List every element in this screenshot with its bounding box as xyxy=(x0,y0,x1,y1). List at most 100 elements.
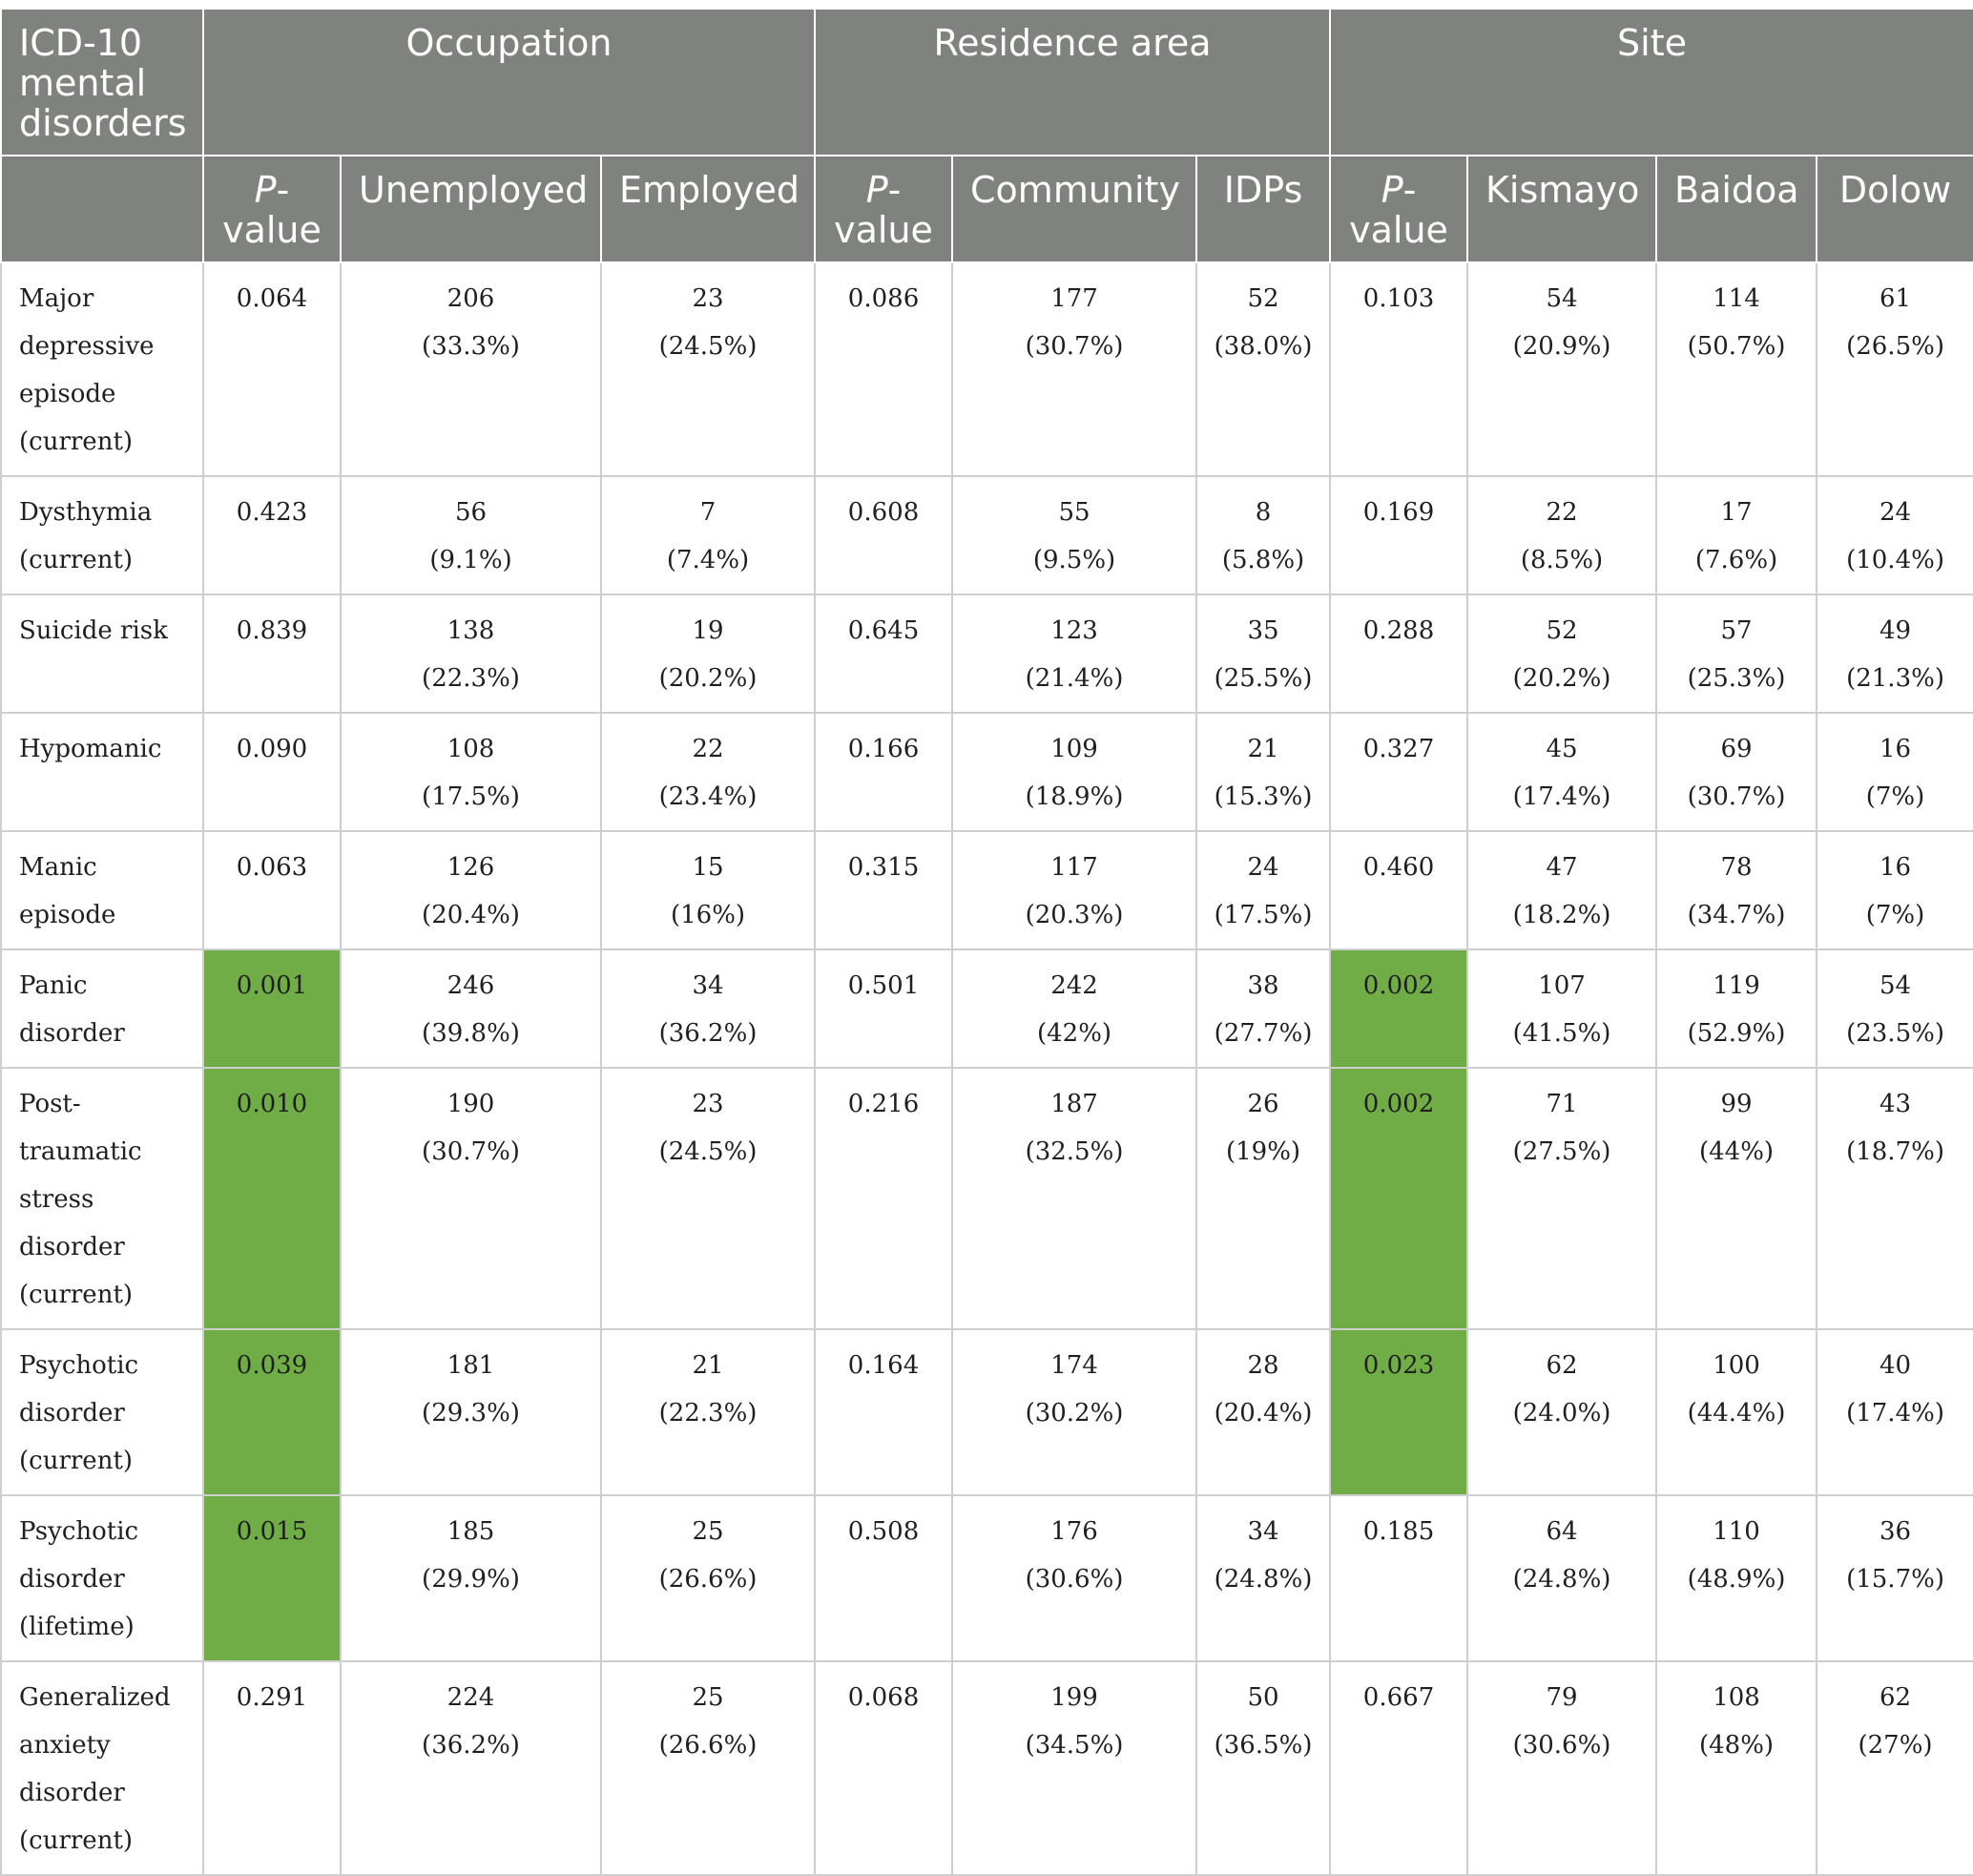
pvalue-text: 0.185 xyxy=(1362,1517,1435,1546)
percent-value: (24.8%) xyxy=(1512,1565,1611,1594)
percent-value: (21.3%) xyxy=(1846,664,1944,693)
dolow-header: Dolow xyxy=(1816,155,1973,263)
baidoa-cell: 100 (44.4%) xyxy=(1655,1328,1818,1496)
percent-value: (20.4%) xyxy=(1214,1399,1313,1428)
table-row: Manic episode 0.063 126 (20.4%) 15 (16%) 0.315… xyxy=(0,830,1973,950)
community-cell: 199 (34.5%) xyxy=(951,1660,1198,1876)
count-value: 25 xyxy=(692,1683,724,1712)
disorder-label-cell: Post-traumatic stress disorder (current) xyxy=(0,1067,204,1330)
count-value: 49 xyxy=(1879,616,1912,645)
percent-value: (27.7%) xyxy=(1214,1019,1313,1048)
count-value: 22 xyxy=(692,735,724,763)
percent-value: (36.2%) xyxy=(658,1019,758,1048)
count-value: 99 xyxy=(1720,1090,1753,1118)
percent-value: (20.2%) xyxy=(658,664,758,693)
percent-value: (41.5%) xyxy=(1512,1019,1611,1048)
percent-value: (17.4%) xyxy=(1846,1399,1944,1428)
percent-value: (23.4%) xyxy=(658,782,758,811)
site-pvalue-cell: 0.023 xyxy=(1329,1328,1469,1496)
dolow-cell: 36 (15.7%) xyxy=(1816,1494,1973,1662)
residence-pvalue-cell: 0.164 xyxy=(814,1328,954,1496)
idps-cell: 28 (20.4%) xyxy=(1195,1328,1332,1496)
count-value: 15 xyxy=(692,853,724,882)
kismayo-cell: 71 (27.5%) xyxy=(1466,1067,1658,1330)
count-value: 21 xyxy=(1247,735,1279,763)
site-pvalue-cell: 0.002 xyxy=(1329,1067,1469,1330)
baidoa-cell: 110 (48.9%) xyxy=(1655,1494,1818,1662)
count-value: 71 xyxy=(1546,1090,1578,1118)
pvalue-text: 0.090 xyxy=(236,735,308,763)
percent-value: (18.2%) xyxy=(1512,901,1611,929)
percent-value: (24.5%) xyxy=(658,332,758,361)
employed-cell: 19 (20.2%) xyxy=(599,594,817,714)
percent-value: (29.9%) xyxy=(422,1565,520,1594)
count-value: 79 xyxy=(1546,1683,1578,1712)
disorder-label-cell: Hypomanic xyxy=(0,712,204,832)
count-value: 24 xyxy=(1247,853,1279,882)
unemployed-cell: 126 (20.4%) xyxy=(340,830,602,950)
pvalue-word: value xyxy=(222,209,322,251)
idps-cell: 8 (5.8%) xyxy=(1195,475,1332,595)
count-value: 54 xyxy=(1546,284,1578,313)
dolow-cell: 49 (21.3%) xyxy=(1816,594,1973,714)
table-row: Suicide risk 0.839 138 (22.3%) 19 (20.2%) 0.64… xyxy=(0,594,1973,714)
count-value: 34 xyxy=(692,971,724,1000)
count-value: 187 xyxy=(1050,1090,1098,1118)
idps-cell: 38 (27.7%) xyxy=(1195,948,1332,1069)
disorder-label-line: (current) xyxy=(19,1826,134,1855)
percent-value: (20.9%) xyxy=(1512,332,1611,361)
percent-value: (20.3%) xyxy=(1025,901,1124,929)
count-value: 119 xyxy=(1713,971,1760,1000)
community-cell: 123 (21.4%) xyxy=(951,594,1198,714)
count-value: 25 xyxy=(692,1517,724,1546)
first-column-header-line: disorders xyxy=(19,102,187,144)
count-value: 23 xyxy=(692,1090,724,1118)
pvalue-text: 0.645 xyxy=(847,616,920,645)
site-pvalue-cell: 0.460 xyxy=(1329,830,1469,950)
count-value: 23 xyxy=(692,284,724,313)
disorder-label-cell: Panic disorder xyxy=(0,948,204,1069)
occupation-pvalue-cell: 0.090 xyxy=(202,712,342,832)
residence-pvalue-cell: 0.501 xyxy=(814,948,954,1069)
pvalue-text: 0.086 xyxy=(847,284,920,313)
employed-cell: 25 (26.6%) xyxy=(599,1494,817,1662)
unemployed-cell: 206 (33.3%) xyxy=(340,261,602,477)
percent-value: (30.7%) xyxy=(422,1137,520,1166)
disorder-label-line: Post-traumatic xyxy=(19,1090,142,1166)
pvalue-text: 0.010 xyxy=(236,1090,308,1118)
percent-value: (5.8%) xyxy=(1221,546,1305,574)
percent-value: (50.7%) xyxy=(1687,332,1786,361)
occupation-pvalue-cell: 0.001 xyxy=(202,948,342,1069)
site-pvalue-cell: 0.288 xyxy=(1329,594,1469,714)
disorder-label-line: Hypomanic xyxy=(19,735,162,763)
disorder-label-cell: Suicide risk xyxy=(0,594,204,714)
idps-cell: 34 (24.8%) xyxy=(1195,1494,1332,1662)
employed-cell: 7 (7.4%) xyxy=(599,475,817,595)
idps-cell: 35 (25.5%) xyxy=(1195,594,1332,714)
count-value: 52 xyxy=(1546,616,1578,645)
pvalue-text: 0.164 xyxy=(847,1351,920,1380)
pvalue-text: 0.103 xyxy=(1362,284,1435,313)
count-value: 38 xyxy=(1247,971,1279,1000)
count-value: 34 xyxy=(1247,1517,1279,1546)
disorder-label-cell: Manic episode xyxy=(0,830,204,950)
empty-header-cell xyxy=(0,155,204,263)
baidoa-cell: 57 (25.3%) xyxy=(1655,594,1818,714)
count-value: 17 xyxy=(1720,498,1753,527)
table-row: Psychotic disorder (current) 0.039 181 (29.3%… xyxy=(0,1328,1973,1496)
site-pvalue-header: P-value xyxy=(1329,155,1469,263)
percent-value: (15.7%) xyxy=(1846,1565,1944,1594)
pvalue-text: 0.166 xyxy=(847,735,920,763)
count-value: 69 xyxy=(1720,735,1753,763)
percent-value: (36.5%) xyxy=(1214,1731,1313,1760)
unemployed-cell: 185 (29.9%) xyxy=(340,1494,602,1662)
disorder-label-line: (current) xyxy=(19,1447,134,1475)
pvalue-text: 0.216 xyxy=(847,1090,920,1118)
count-value: 100 xyxy=(1713,1351,1760,1380)
percent-value: (34.7%) xyxy=(1687,901,1786,929)
baidoa-cell: 99 (44%) xyxy=(1655,1067,1818,1330)
baidoa-cell: 78 (34.7%) xyxy=(1655,830,1818,950)
pvalue-p: P xyxy=(865,169,888,211)
first-column-header-line: mental xyxy=(19,62,147,104)
count-value: 108 xyxy=(447,735,495,763)
